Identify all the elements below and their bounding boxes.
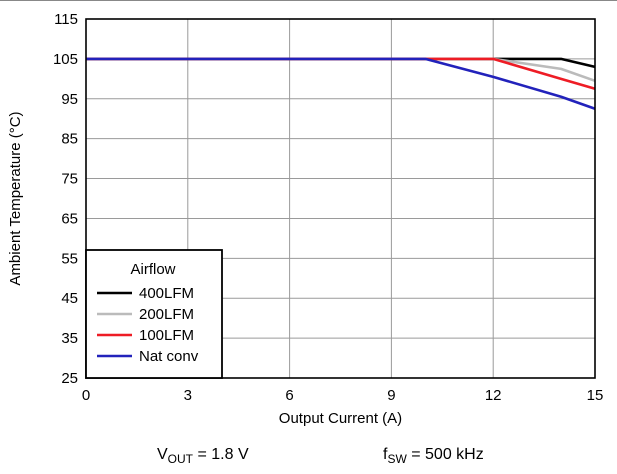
plot-frame xyxy=(85,18,596,379)
page-top-rule xyxy=(0,0,617,7)
legend-entry: 400LFM xyxy=(139,285,194,302)
legend-entry: 100LFM xyxy=(139,327,194,344)
y-tick-label: 35 xyxy=(61,330,78,347)
x-tick-label: 0 xyxy=(82,387,90,404)
legend-entry: Nat conv xyxy=(139,348,199,365)
legend-title: Airflow xyxy=(130,261,175,278)
y-axis-label: Ambient Temperature (°C) xyxy=(7,111,24,285)
y-tick-label: 115 xyxy=(54,11,78,28)
x-tick-label: 3 xyxy=(184,387,192,404)
y-tick-label: 25 xyxy=(61,370,78,387)
legend-entry: 200LFM xyxy=(139,306,194,323)
fsw-condition: fSW = 500 kHz xyxy=(383,446,484,467)
x-tick-label: 9 xyxy=(387,387,395,404)
y-tick-label: 55 xyxy=(61,250,78,267)
y-tick-label: 65 xyxy=(61,210,78,227)
y-tick-label: 105 xyxy=(53,51,78,68)
x-tick-label: 15 xyxy=(587,387,604,404)
y-tick-label: 85 xyxy=(61,131,78,148)
series-line-200lfm xyxy=(86,57,596,83)
x-axis-label: Output Current (A) xyxy=(279,410,402,427)
series-line-nat-conv xyxy=(86,57,596,110)
y-tick-label: 95 xyxy=(61,91,78,108)
x-tick-label: 12 xyxy=(485,387,502,404)
vout-condition: VOUT = 1.8 V xyxy=(157,446,249,467)
x-tick-label: 6 xyxy=(285,387,293,404)
y-tick-label: 45 xyxy=(61,290,78,307)
derating-chart: 0 3 6 9 12 15 25 35 45 55 65 75 85 95 105 115 Output Cur… xyxy=(7,11,604,427)
y-tick-label: 75 xyxy=(61,171,78,188)
